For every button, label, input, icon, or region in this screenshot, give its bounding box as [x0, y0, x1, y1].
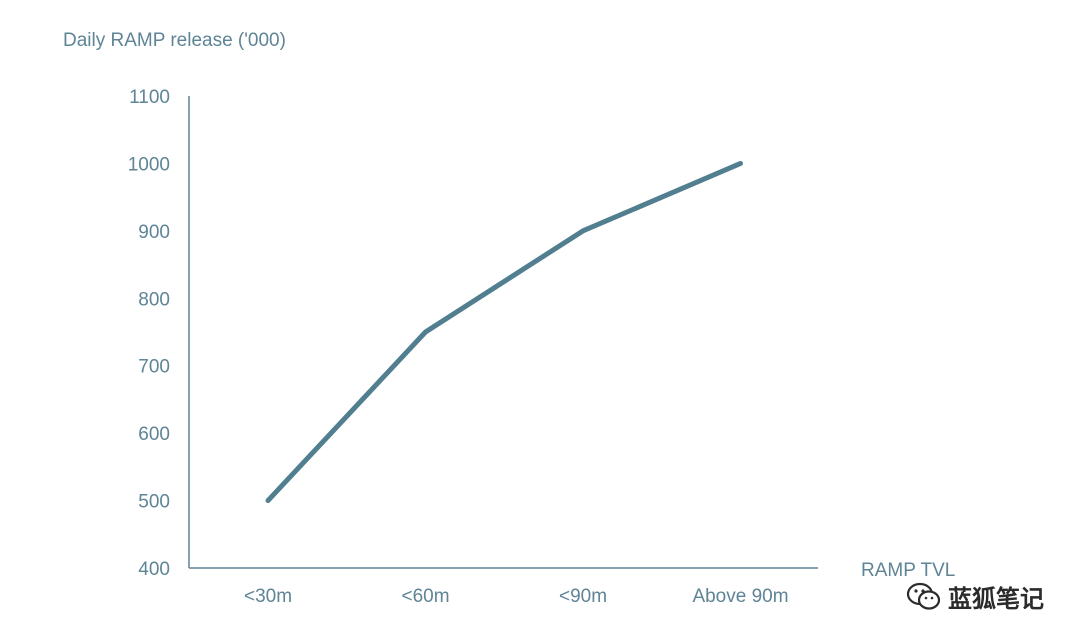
y-tick-label: 900	[138, 222, 170, 243]
y-tick-label: 400	[138, 559, 170, 580]
x-tick-label: <90m	[559, 586, 607, 607]
watermark-text: 蓝狐笔记	[948, 586, 1044, 613]
y-tick-label: 500	[138, 492, 170, 513]
y-tick-label: 600	[138, 424, 170, 445]
y-tick-label: 1100	[129, 87, 170, 108]
series-line	[265, 160, 743, 504]
x-tick-label: Above 90m	[692, 586, 788, 607]
x-tick-label: <30m	[244, 586, 292, 607]
x-axis-title: RAMP TVL	[861, 560, 956, 581]
y-axis-title: Daily RAMP release ('000)	[63, 30, 286, 51]
y-tick-label: 1000	[128, 154, 170, 175]
y-tick-label: 800	[138, 289, 170, 310]
chart-axes	[188, 96, 818, 569]
x-tick-label: <60m	[401, 586, 449, 607]
x-tick-labels: <30m <60m <90m Above 90m	[244, 586, 789, 607]
y-tick-label: 700	[138, 357, 170, 378]
series-group	[265, 160, 743, 504]
y-tick-labels: 400 500 600 700 800 900 1000 1100	[128, 87, 170, 580]
wechat-icon	[906, 582, 941, 610]
watermark: 蓝狐笔记	[906, 579, 1044, 614]
